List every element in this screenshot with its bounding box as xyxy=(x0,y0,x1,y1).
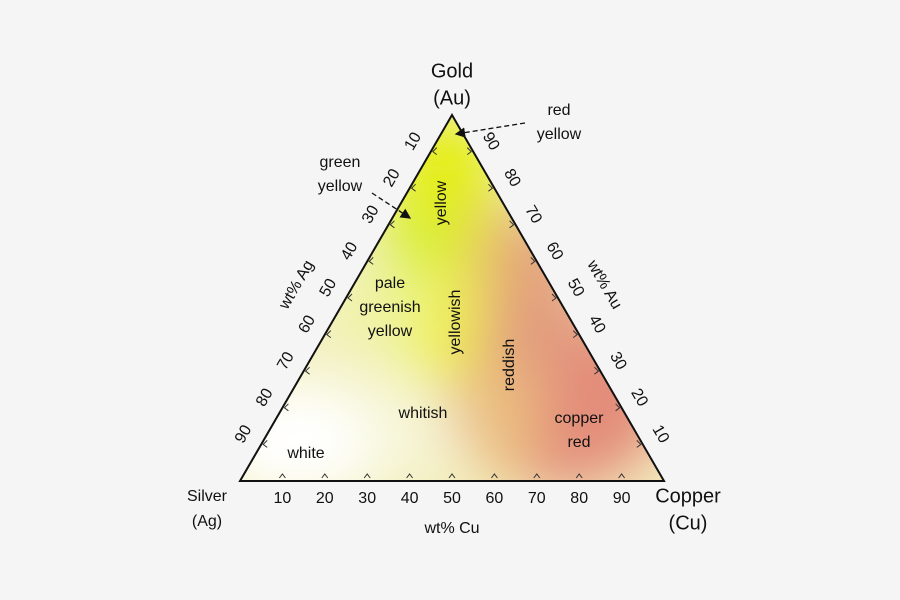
tick-mark xyxy=(618,473,625,479)
region-label: yellowish xyxy=(447,290,464,355)
tick-mark xyxy=(279,473,286,479)
tick-mark xyxy=(347,293,353,302)
tick-mark xyxy=(283,403,289,412)
tick-mark xyxy=(509,220,515,229)
tick-mark xyxy=(321,473,329,479)
tick-mark xyxy=(363,473,371,479)
region-label: pale xyxy=(375,275,405,292)
tick-label: 20 xyxy=(627,386,651,410)
callout-arrow xyxy=(454,122,526,138)
tick-mark xyxy=(410,183,416,192)
tick-mark xyxy=(615,403,621,412)
region-label: yellow xyxy=(368,323,413,340)
tick-label: 10 xyxy=(274,490,292,507)
vertex-name: Silver xyxy=(187,488,228,505)
tick-label: 80 xyxy=(253,386,277,410)
region-label: red xyxy=(567,434,590,451)
tick-mark xyxy=(262,440,268,448)
vertex-symbol: (Ag) xyxy=(192,513,222,530)
tick-mark xyxy=(551,293,557,302)
tick-label: 50 xyxy=(317,276,341,300)
callout-label: red xyxy=(547,102,570,119)
tick-label: 50 xyxy=(564,276,588,300)
tick-label: 30 xyxy=(358,490,376,507)
tick-label: 80 xyxy=(570,490,588,507)
tick-label: 80 xyxy=(500,166,524,190)
tick-mark xyxy=(466,147,472,155)
vertex-symbol: (Au) xyxy=(433,87,471,109)
tick-label: 90 xyxy=(232,422,256,446)
tick-mark xyxy=(406,473,413,479)
region-label: reddish xyxy=(501,339,518,391)
region-label: yellow xyxy=(433,180,450,225)
tick-mark xyxy=(488,183,494,192)
axis-label: wt% Cu xyxy=(423,520,479,537)
tick-label: 60 xyxy=(486,490,504,507)
tick-mark xyxy=(448,473,456,479)
callout-label: yellow xyxy=(537,126,582,143)
vertex-symbol: (Cu) xyxy=(669,512,708,534)
tick-label: 60 xyxy=(543,239,567,263)
tick-label: 20 xyxy=(316,490,334,507)
tick-mark xyxy=(572,330,578,338)
tick-label: 70 xyxy=(274,349,298,373)
region-label: whitish xyxy=(398,405,448,422)
tick-mark xyxy=(636,440,642,448)
tick-label: 10 xyxy=(401,129,425,153)
vertex-name: Copper xyxy=(655,485,721,507)
tick-label: 50 xyxy=(443,490,461,507)
tick-label: 30 xyxy=(606,349,630,373)
callout-label: yellow xyxy=(318,178,363,195)
tick-label: 70 xyxy=(528,490,546,507)
tick-label: 40 xyxy=(585,313,609,337)
region-label: greenish xyxy=(359,299,420,316)
callout-label: green xyxy=(320,154,361,171)
tick-label: 40 xyxy=(338,239,362,263)
tick-mark xyxy=(491,473,498,479)
tick-mark xyxy=(594,366,600,375)
vertex-name: Gold xyxy=(431,60,473,82)
tick-mark xyxy=(326,330,332,338)
tick-mark xyxy=(304,366,310,375)
tick-label: 40 xyxy=(401,490,419,507)
tick-mark xyxy=(575,473,583,479)
tick-mark xyxy=(530,257,536,265)
region-label: copper xyxy=(555,410,605,427)
tick-mark xyxy=(368,257,374,265)
tick-mark xyxy=(432,147,438,155)
tick-label: 20 xyxy=(380,166,404,190)
tick-label: 70 xyxy=(521,203,545,227)
tick-label: 90 xyxy=(479,130,503,154)
tick-label: 30 xyxy=(359,203,383,227)
tick-mark xyxy=(533,473,541,479)
tick-label: 60 xyxy=(295,312,319,336)
tick-mark xyxy=(389,220,395,229)
region-label: white xyxy=(286,445,324,462)
tick-label: 10 xyxy=(649,422,673,446)
triangle-outline xyxy=(238,113,666,482)
tick-label: 90 xyxy=(613,490,631,507)
